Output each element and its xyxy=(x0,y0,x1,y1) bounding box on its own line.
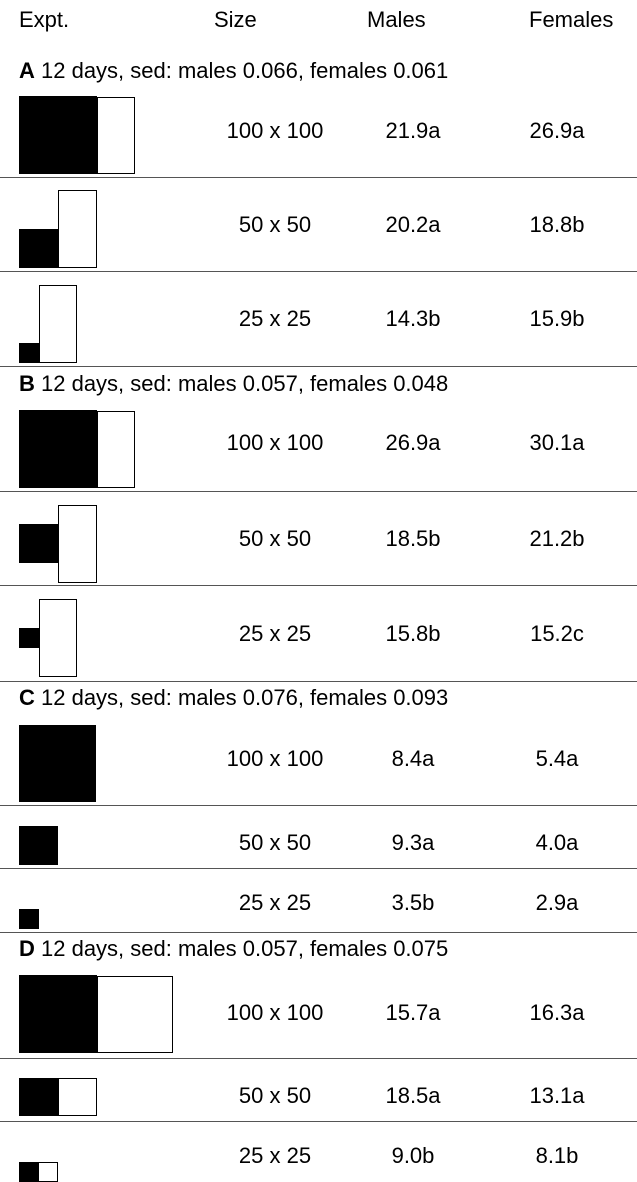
section-a-caption: A 12 days, sed: males 0.066, females 0.0… xyxy=(19,57,619,85)
size-cell: 100 x 100 xyxy=(226,746,324,771)
females-cell: 21.2b xyxy=(529,526,585,551)
row-divider xyxy=(0,366,637,367)
habitat-diagram-black xyxy=(19,628,39,648)
size-cell: 50 x 50 xyxy=(238,526,312,551)
row-divider xyxy=(0,932,637,933)
row-divider xyxy=(0,1121,637,1122)
habitat-diagram-white xyxy=(58,190,97,268)
habitat-diagram-black xyxy=(19,343,39,363)
females-cell: 18.8b xyxy=(529,212,585,237)
males-cell: 9.0b xyxy=(391,1143,435,1168)
section-letter: A xyxy=(19,58,35,83)
row-divider xyxy=(0,868,637,869)
males-cell: 18.5a xyxy=(385,1083,441,1108)
males-cell: 15.8b xyxy=(385,621,441,646)
section-caption: 12 days, sed: males 0.057, females 0.075 xyxy=(34,936,449,961)
females-cell: 8.1b xyxy=(535,1143,579,1168)
section-d-caption: D 12 days, sed: males 0.057, females 0.0… xyxy=(19,935,619,963)
habitat-diagram-white xyxy=(97,976,173,1053)
section-caption: 12 days, sed: males 0.076, females 0.093 xyxy=(34,685,449,710)
habitat-diagram-black xyxy=(19,826,58,865)
habitat-diagram-white xyxy=(97,97,135,174)
females-cell: 5.4a xyxy=(535,746,579,771)
habitat-diagram-white xyxy=(39,599,77,677)
females-cell: 30.1a xyxy=(529,430,585,455)
males-cell: 3.5b xyxy=(391,890,435,915)
size-cell: 100 x 100 xyxy=(226,118,324,143)
females-cell: 26.9a xyxy=(529,118,585,143)
size-cell: 25 x 25 xyxy=(238,890,312,915)
section-letter: C xyxy=(19,685,35,710)
row-divider xyxy=(0,681,637,682)
females-cell: 4.0a xyxy=(535,830,579,855)
habitat-diagram-white xyxy=(58,505,97,583)
males-cell: 9.3a xyxy=(391,830,435,855)
section-letter: D xyxy=(19,936,35,961)
habitat-diagram-white xyxy=(38,1162,58,1182)
header-size: Size xyxy=(214,7,257,32)
males-cell: 18.5b xyxy=(385,526,441,551)
header-expt: Expt. xyxy=(19,7,70,32)
section-letter: B xyxy=(19,371,35,396)
habitat-diagram-black xyxy=(19,1078,58,1116)
section-caption: 12 days, sed: males 0.066, females 0.061 xyxy=(34,58,449,83)
males-cell: 8.4a xyxy=(391,746,435,771)
females-cell: 16.3a xyxy=(529,1000,585,1025)
size-cell: 50 x 50 xyxy=(238,212,312,237)
header-females: Females xyxy=(529,7,614,32)
row-divider xyxy=(0,585,637,586)
males-cell: 15.7a xyxy=(385,1000,441,1025)
habitat-diagram-black xyxy=(19,1162,38,1182)
size-cell: 25 x 25 xyxy=(238,306,312,331)
females-cell: 13.1a xyxy=(529,1083,585,1108)
habitat-diagram-black xyxy=(19,975,97,1053)
males-cell: 21.9a xyxy=(385,118,441,143)
habitat-diagram-black xyxy=(19,410,97,488)
habitat-diagram-black xyxy=(19,96,97,174)
row-divider xyxy=(0,1058,637,1059)
habitat-diagram-white xyxy=(58,1078,97,1116)
section-c-caption: C 12 days, sed: males 0.076, females 0.0… xyxy=(19,684,619,712)
females-cell: 15.2c xyxy=(530,621,584,646)
section-b-caption: B 12 days, sed: males 0.057, females 0.0… xyxy=(19,370,619,398)
row-divider xyxy=(0,805,637,806)
males-cell: 14.3b xyxy=(385,306,441,331)
header-males: Males xyxy=(367,7,426,32)
size-cell: 100 x 100 xyxy=(226,1000,324,1025)
habitat-diagram-black xyxy=(19,725,96,802)
size-cell: 100 x 100 xyxy=(226,430,324,455)
females-cell: 15.9b xyxy=(529,306,585,331)
size-cell: 25 x 25 xyxy=(238,621,312,646)
size-cell: 50 x 50 xyxy=(238,830,312,855)
size-cell: 25 x 25 xyxy=(238,1143,312,1168)
section-caption: 12 days, sed: males 0.057, females 0.048 xyxy=(34,371,449,396)
males-cell: 20.2a xyxy=(385,212,441,237)
row-divider xyxy=(0,177,637,178)
size-cell: 50 x 50 xyxy=(238,1083,312,1108)
habitat-diagram-black xyxy=(19,909,39,929)
habitat-diagram-white xyxy=(39,285,77,363)
row-divider xyxy=(0,491,637,492)
males-cell: 26.9a xyxy=(385,430,441,455)
habitat-diagram-white xyxy=(97,411,135,488)
row-divider xyxy=(0,271,637,272)
habitat-diagram-black xyxy=(19,229,58,268)
females-cell: 2.9a xyxy=(535,890,579,915)
habitat-diagram-black xyxy=(19,524,58,563)
